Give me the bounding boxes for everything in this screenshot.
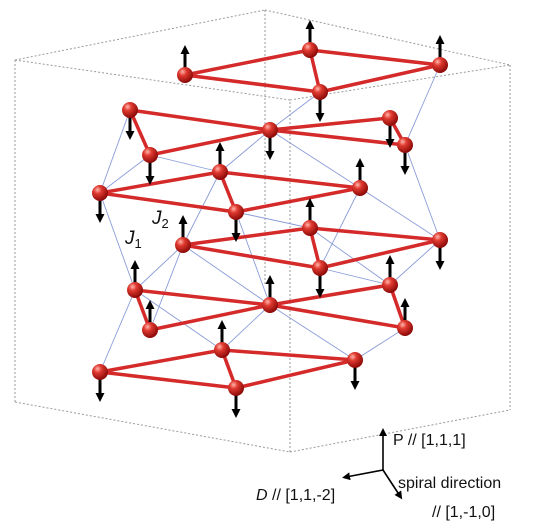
red-bonds [98, 48, 442, 390]
j2-label: J2 [151, 208, 169, 231]
j1-label: J1 [124, 228, 142, 251]
coordinate-axes [342, 428, 403, 500]
p-axis-label: P // [1,1,1] [393, 432, 466, 449]
atom-sphere-icon [92, 364, 108, 380]
atom-sphere-icon [142, 322, 158, 338]
atom-sphere-icon [127, 282, 143, 298]
spiral-axis-arrow-icon [382, 469, 403, 500]
atom-sphere-icon [432, 232, 448, 248]
atom-sphere-icon [397, 320, 413, 336]
atom-sphere-icon [312, 260, 328, 276]
atom-sphere-icon [432, 57, 448, 73]
atom-sphere-icon [382, 277, 398, 293]
atom-sphere-icon [397, 137, 413, 153]
atom-sphere-icon [352, 180, 368, 196]
atom-sphere-icon [177, 67, 193, 83]
atom-sphere-icon [214, 342, 230, 358]
atom-sphere-icon [302, 42, 318, 58]
d-axis-arrow-icon [342, 469, 384, 481]
atom-sphere-icon [142, 147, 158, 163]
bounding-box [14, 9, 511, 453]
atom-sphere-icon [262, 122, 278, 138]
atom-sphere-icon [382, 110, 398, 126]
atom-sphere-icon [92, 185, 108, 201]
atom-sphere-icon [212, 164, 228, 180]
spiral-direction-vector: // [1,-1,0] [432, 504, 495, 521]
d-axis-label: D // [1,1,-2] [256, 487, 335, 504]
atom-sphere-icon [228, 380, 244, 396]
atoms [92, 42, 448, 396]
atom-sphere-icon [262, 297, 278, 313]
atom-sphere-icon [228, 204, 244, 220]
atom-sphere-icon [312, 84, 328, 100]
atom-sphere-icon [347, 352, 363, 368]
atom-sphere-icon [175, 237, 191, 253]
spiral-direction-label: spiral direction [398, 475, 501, 492]
atom-sphere-icon [122, 102, 138, 118]
atom-sphere-icon [302, 220, 318, 236]
